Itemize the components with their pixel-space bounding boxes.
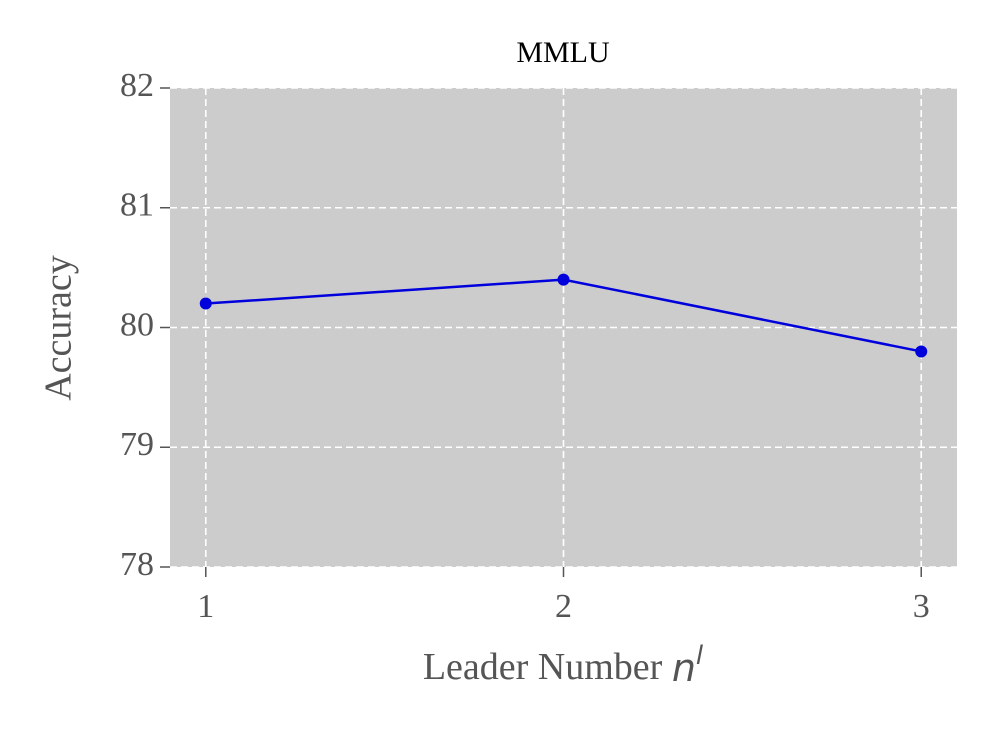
y-axis-label: Accuracy — [38, 255, 80, 401]
point — [915, 345, 928, 358]
y-tick-label: 80 — [120, 306, 154, 343]
x-tick-label: 1 — [197, 588, 214, 625]
point — [557, 273, 570, 286]
chart-title: MMLU — [516, 36, 610, 69]
x-axis-label-symbol: n — [672, 646, 696, 690]
point — [199, 297, 212, 310]
y-tick-label: 81 — [120, 187, 154, 224]
y-tick-label: 78 — [120, 546, 154, 583]
x-axis-label: Leader Number nl — [423, 641, 704, 690]
y-tick-label: 79 — [120, 426, 154, 463]
x-tick-label: 2 — [555, 588, 572, 625]
x-tick-label: 3 — [913, 588, 930, 625]
x-axis-label-text: Leader Number — [423, 646, 663, 688]
x-axis-label-superscript: l — [696, 641, 704, 671]
y-tick-label: 82 — [120, 67, 154, 104]
